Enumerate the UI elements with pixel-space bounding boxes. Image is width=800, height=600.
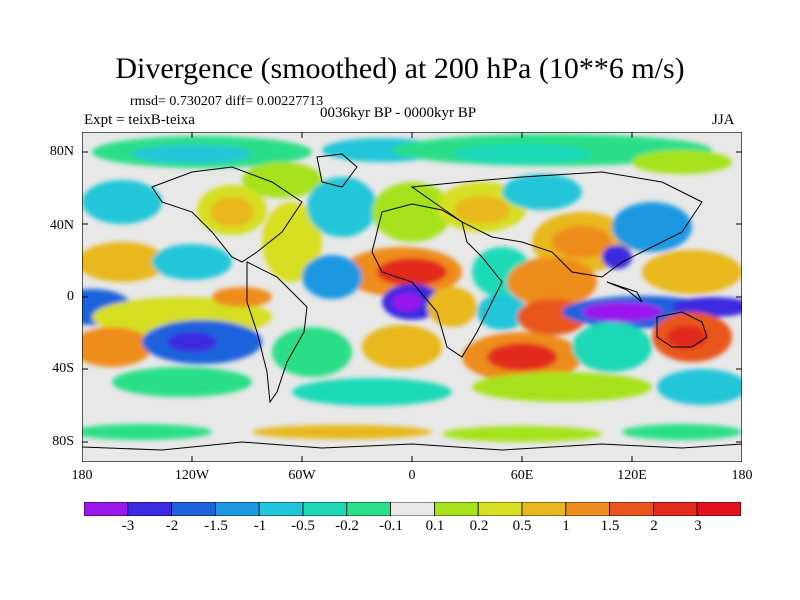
colorbar-label: -0.5 (291, 518, 315, 534)
colorbar-label: 3 (694, 518, 702, 534)
stats-text: rmsd= 0.730207 diff= 0.00227713 (130, 94, 324, 109)
colorbar-swatch (171, 502, 216, 516)
colorbar-swatch (258, 502, 304, 516)
colorbar-label: -0.1 (379, 518, 403, 534)
lat-label-40s: 40S (52, 361, 74, 376)
colorbar-label: 0.2 (469, 518, 489, 534)
colorbar-label: 0.1 (425, 518, 445, 534)
lon-label-120w: 120W (174, 468, 210, 483)
map-title: Divergence (smoothed) at 200 hPa (10**6 … (115, 52, 685, 85)
colorbar-label: -3 (121, 518, 135, 534)
colorbar-swatch (565, 502, 610, 516)
lon-label-180w: 180 (71, 468, 93, 483)
colorbar-swatch (477, 502, 523, 516)
color-bar (84, 502, 741, 516)
colorbar-label: -0.2 (335, 518, 359, 534)
lon-label-0: 0 (408, 468, 416, 483)
lat-label-80n: 80N (49, 144, 74, 159)
period-label: 0036kyr BP - 0000kyr BP (320, 105, 477, 121)
divergence-field (82, 134, 742, 442)
colorbar-swatch (433, 502, 479, 516)
colorbar-swatch (609, 502, 654, 516)
colorbar-label: 2 (650, 518, 658, 534)
lat-label-80s: 80S (52, 434, 74, 449)
coastlines (82, 153, 742, 451)
lat-label-40n: 40N (49, 218, 74, 233)
divergence-map (82, 132, 742, 462)
colorbar-label: -1 (253, 518, 267, 534)
colorbar-swatch (696, 502, 741, 516)
season-label: JJA (712, 112, 735, 128)
colorbar-label: 1 (562, 518, 570, 534)
colorbar-swatch (390, 502, 435, 516)
lon-label-120e: 120E (617, 468, 647, 483)
colorbar-swatch (346, 502, 391, 516)
axis-ticks (82, 132, 742, 462)
colorbar-label: -1.5 (204, 518, 228, 534)
colorbar-label: 0.5 (512, 518, 532, 534)
lon-label-60w: 60W (288, 468, 316, 483)
lat-label-0: 0 (67, 289, 74, 304)
experiment-label: Expt = teixB-teixa (84, 112, 195, 128)
colorbar-swatch (84, 502, 129, 516)
colorbar-label: -2 (165, 518, 179, 534)
colorbar-swatch (653, 502, 698, 516)
colorbar-swatch (302, 502, 348, 516)
colorbar-swatch (214, 502, 260, 516)
lon-label-60e: 60E (510, 468, 534, 483)
colorbar-swatch (521, 502, 567, 516)
colorbar-label: 1.5 (600, 518, 620, 534)
lon-label-180e: 180 (731, 468, 753, 483)
colorbar-swatch (127, 502, 172, 516)
